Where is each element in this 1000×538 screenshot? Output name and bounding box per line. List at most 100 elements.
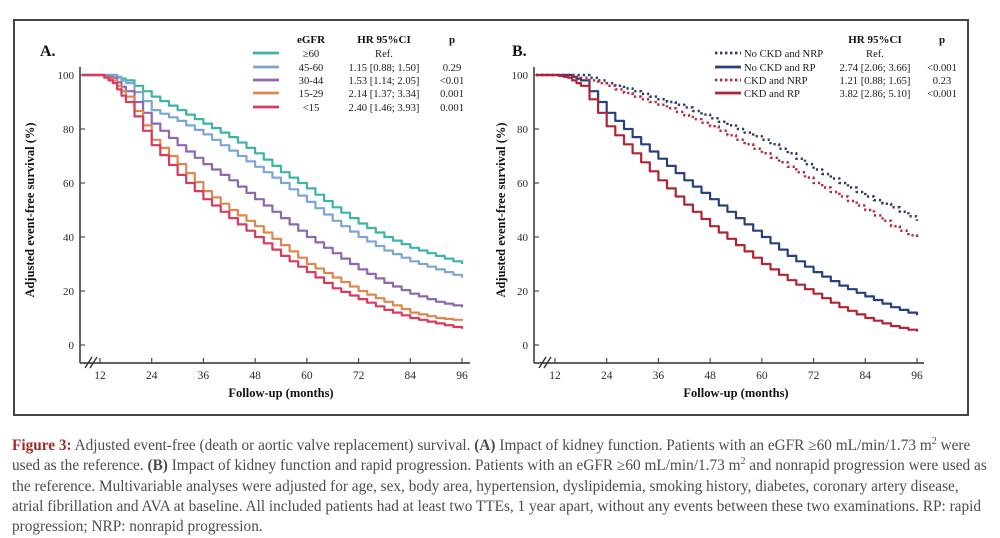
legend-row: 30-44 1.53 [1.14; 2.05] <0.01: [252, 75, 472, 88]
curve-15: [82, 73, 464, 329]
panel-b-chart: 12 24 36 48 60 72 84 96 0 20 40 60 80 100 Follow-up (m…: [494, 43, 924, 400]
legend-solid-line-icon: [252, 89, 286, 100]
caption-panel-ref: (B): [147, 457, 168, 475]
y-tick-label: 0: [69, 340, 75, 352]
y-tick-label: 20: [63, 286, 75, 298]
legend-header-group: eGFR: [296, 34, 326, 46]
y-tick-label: 100: [512, 70, 529, 82]
legend-solid-line-icon: [252, 49, 286, 60]
legend-hr-value: Ref.: [866, 49, 884, 61]
panel-label: B.: [512, 43, 527, 60]
legend-p-value: 0.001: [440, 102, 464, 114]
legend-p-value: 0.29: [442, 62, 462, 74]
curve-ckd-and-rp: [536, 73, 919, 332]
legend-hr-value: 1.15 [0.88; 1.50]: [348, 62, 420, 74]
legend-dotted-line-icon: [714, 49, 744, 60]
legend-solid-line-icon: [714, 63, 744, 74]
x-tick-label: 96: [456, 370, 468, 382]
y-tick-label: 40: [517, 232, 529, 244]
x-tick-label: 24: [601, 370, 613, 382]
legend-series-label: 45-60: [298, 62, 324, 74]
panel-a-chart: 12 24 36 48 60 72 84 96 0 20 40 60 80 100 Follow-up (m…: [23, 43, 470, 400]
x-tick-label: 24: [146, 370, 158, 382]
curve-45-60: [82, 73, 464, 278]
y-tick-label: 60: [63, 178, 75, 190]
legend-row: ≥60 Ref.: [252, 48, 472, 61]
x-tick-label: 12: [549, 370, 561, 382]
legend-header-row: HR 95%CI p: [714, 33, 962, 47]
legend-row: CKD and RP 3.82 [2.86; 5.10] <0.001: [714, 88, 962, 101]
legend-hr-value: 1.21 [0.88; 1.65]: [839, 75, 911, 87]
curve-60: [82, 73, 464, 264]
axis-break-icon: [89, 356, 98, 369]
legend-series-label: CKD and RP: [744, 89, 800, 101]
x-tick-label: 72: [353, 370, 365, 382]
caption-text: 2: [931, 435, 937, 447]
legend-row: CKD and NRP 1.21 [0.88; 1.65] 0.23: [714, 75, 962, 88]
legend-hr-value: 2.74 [2.06; 3.66]: [839, 62, 911, 74]
legend-series-label: <15: [302, 102, 320, 114]
legend-solid-line-icon: [252, 63, 286, 74]
legend-series-label: No CKD and NRP: [744, 49, 824, 61]
y-tick-label: 80: [63, 124, 75, 136]
legend-hr-value: 2.40 [1.46; 3.93]: [348, 102, 420, 114]
legend-row: 45-60 1.15 [0.88; 1.50] 0.29: [252, 61, 472, 74]
legend-p-value: 0.001: [440, 89, 464, 101]
legend-p-value: <0.001: [927, 62, 957, 74]
x-tick-label: 12: [94, 370, 106, 382]
y-tick-label: 100: [58, 70, 75, 82]
x-tick-label: 48: [249, 370, 261, 382]
curve-30-44: [82, 73, 464, 308]
legend-solid-line-icon: [714, 89, 744, 100]
x-tick-label: 72: [808, 370, 820, 382]
caption-text: were used as the reference.: [12, 437, 971, 475]
x-tick-label: 84: [405, 370, 417, 382]
y-tick-label: 40: [63, 232, 75, 244]
figure-caption: Figure 3: Adjusted event-free (death or …: [12, 436, 992, 538]
curve-no-ckd-and-rp: [536, 73, 919, 316]
x-tick-label: 60: [756, 370, 768, 382]
axis-break-icon: [543, 356, 552, 369]
x-axis-label: Follow-up (months): [683, 386, 788, 400]
legend-series-label: CKD and NRP: [744, 75, 808, 87]
caption-panel-ref: (A): [474, 437, 496, 454]
y-axis-label: Adjusted event-free survival (%): [23, 122, 37, 297]
legend-row: No CKD and NRP Ref.: [714, 48, 962, 61]
curve-no-ckd-and-nrp: [536, 73, 919, 221]
curve-ckd-and-nrp: [536, 73, 919, 240]
caption-text: Adjusted event-free (death or aortic val…: [71, 437, 475, 454]
legend-dotted-line-icon: [714, 76, 744, 87]
legend-header-row: eGFR HR 95%CI p: [252, 33, 472, 47]
legend-row: <15 2.40 [1.46; 3.93] 0.001: [252, 102, 472, 115]
y-axis-label: Adjusted event-free survival (%): [494, 122, 508, 297]
legend-p-value: <0.001: [927, 89, 957, 101]
panel-b-legend: HR 95%CI p No CKD and NRP Ref. No CKD and RP…: [714, 33, 962, 102]
axis-break-icon: [538, 356, 547, 369]
legend-hr-value: 1.53 [1.14; 2.05]: [348, 75, 420, 87]
y-tick-label: 60: [517, 178, 529, 190]
x-tick-label: 60: [301, 370, 313, 382]
x-tick-label: 36: [198, 370, 210, 382]
legend-hr-value: 3.82 [2.86; 5.10]: [839, 89, 911, 101]
curve-15-29: [82, 73, 464, 321]
x-tick-label: 96: [911, 370, 923, 382]
caption-text: 2: [740, 456, 746, 468]
y-tick-label: 20: [517, 286, 529, 298]
y-tick-label: 0: [523, 340, 529, 352]
page: 12 24 36 48 60 72 84 96 0 20 40 60 80 100 Follow-up (m…: [12, 19, 987, 536]
legend-row: 15-29 2.14 [1.37; 3.34] 0.001: [252, 88, 472, 101]
legend-header-hr: HR 95%CI: [357, 34, 411, 46]
legend-row: No CKD and RP 2.74 [2.06; 3.66] <0.001: [714, 61, 962, 74]
figure-panel-box: 12 24 36 48 60 72 84 96 0 20 40 60 80 100 Follow-up (m…: [13, 19, 969, 416]
legend-header-hr: HR 95%CI: [848, 34, 902, 46]
legend-header-p: p: [448, 34, 456, 46]
legend-series-label: ≥60: [302, 49, 320, 61]
axis-break-icon: [84, 356, 93, 369]
legend-header-p: p: [938, 34, 946, 46]
panel-label: A.: [40, 43, 56, 60]
panel-a-legend: eGFR HR 95%CI p ≥60 Ref. 45-60 1.15 [0.88; 1.5…: [252, 33, 472, 115]
figure-number-label: Figure 3:: [12, 437, 72, 454]
caption-text: Impact of kidney function. Patients with…: [495, 437, 932, 454]
legend-solid-line-icon: [252, 103, 286, 114]
x-tick-label: 36: [653, 370, 665, 382]
